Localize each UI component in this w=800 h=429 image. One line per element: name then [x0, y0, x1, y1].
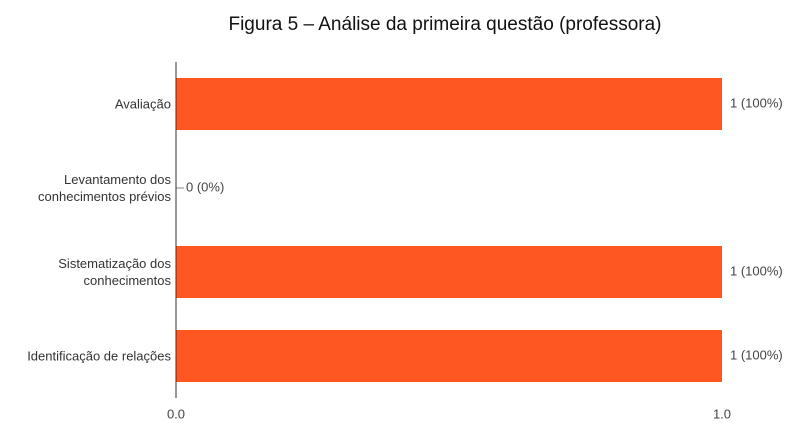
category-label: Sistematização dos conhecimentos	[58, 256, 171, 288]
value-label: 1 (100%)	[730, 347, 783, 362]
x-tick-label: 0.0	[167, 406, 185, 421]
value-label: 0 (0%)	[186, 179, 224, 194]
category-label: Identificação de relações	[27, 348, 171, 364]
category-label: Avaliação	[114, 96, 171, 112]
bar	[176, 246, 722, 298]
bar	[176, 330, 722, 382]
value-label: 1 (100%)	[730, 95, 783, 110]
x-tick-label: 1.0	[713, 406, 731, 421]
category-label: Levantamento dos conhecimentos prévios	[38, 172, 171, 204]
bar	[176, 78, 722, 130]
value-label: 1 (100%)	[730, 263, 783, 278]
chart-title: Figura 5 – Análise da primeira questão (…	[228, 14, 662, 35]
